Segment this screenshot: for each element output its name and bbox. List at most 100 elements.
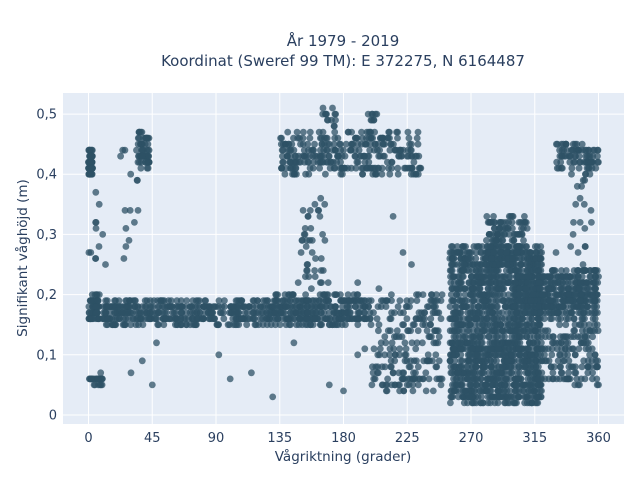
data-point — [580, 339, 588, 347]
data-point — [170, 309, 178, 317]
data-point — [249, 309, 257, 317]
data-point — [513, 249, 521, 256]
data-point — [437, 381, 445, 389]
data-point — [381, 140, 388, 148]
data-point — [285, 315, 293, 323]
data-point — [138, 357, 146, 365]
data-point — [99, 231, 107, 238]
data-point — [564, 351, 571, 359]
data-point — [491, 351, 499, 359]
data-point — [344, 291, 352, 298]
data-point — [584, 357, 592, 365]
data-point — [539, 291, 546, 298]
data-point — [536, 285, 544, 292]
data-point — [394, 170, 402, 178]
data-point — [594, 357, 601, 365]
data-point — [412, 345, 420, 353]
data-point — [554, 140, 561, 148]
data-point — [571, 158, 579, 166]
data-point — [586, 152, 594, 160]
data-point — [590, 309, 598, 317]
data-point — [557, 273, 564, 280]
data-point — [567, 333, 575, 341]
data-point — [546, 297, 554, 304]
data-point — [573, 303, 581, 310]
data-point — [159, 309, 167, 317]
data-point — [295, 297, 302, 304]
data-point — [334, 321, 342, 329]
data-point — [490, 333, 498, 341]
data-point — [304, 303, 312, 310]
data-point — [571, 140, 579, 148]
data-point — [589, 146, 597, 154]
data-point — [332, 110, 339, 118]
data-point — [318, 140, 326, 148]
data-point — [399, 375, 407, 383]
data-point — [479, 369, 487, 377]
data-point — [582, 297, 590, 304]
data-point — [459, 369, 467, 377]
data-point — [94, 375, 102, 383]
data-point — [569, 231, 577, 238]
data-point — [557, 158, 565, 166]
data-point — [519, 273, 526, 280]
data-point — [475, 309, 482, 317]
data-point — [262, 315, 270, 323]
data-point — [495, 387, 502, 395]
data-point — [367, 134, 375, 142]
data-point — [502, 267, 510, 274]
data-point — [375, 327, 382, 335]
data-point — [102, 321, 110, 329]
data-point — [279, 140, 287, 148]
data-point — [454, 327, 462, 335]
data-point — [572, 152, 579, 160]
data-point — [515, 363, 523, 371]
data-point — [472, 363, 479, 371]
data-point — [273, 297, 281, 304]
data-point — [206, 303, 214, 310]
data-point — [527, 309, 534, 317]
data-point — [313, 303, 321, 310]
data-point — [408, 152, 416, 160]
data-point — [290, 170, 298, 178]
data-point — [360, 297, 368, 304]
data-point — [367, 116, 375, 124]
data-point — [322, 170, 329, 178]
data-point — [384, 327, 392, 335]
data-point — [521, 393, 528, 401]
data-point — [347, 146, 355, 154]
data-point — [92, 188, 100, 196]
data-point — [318, 303, 326, 310]
data-point — [528, 399, 535, 407]
data-point — [511, 321, 519, 329]
data-point — [291, 303, 298, 310]
data-point — [533, 249, 541, 256]
data-point — [576, 285, 583, 292]
data-point — [473, 285, 480, 292]
data-point — [295, 152, 302, 160]
data-point — [507, 297, 514, 304]
data-point — [306, 134, 314, 142]
data-point — [381, 363, 389, 371]
data-point — [594, 363, 601, 371]
data-point — [541, 333, 549, 341]
data-point — [449, 273, 456, 280]
data-point — [150, 297, 158, 304]
data-point — [554, 357, 562, 365]
data-point — [449, 249, 457, 256]
data-point — [494, 261, 502, 268]
data-point — [538, 327, 546, 335]
data-point — [588, 164, 596, 172]
data-point — [538, 345, 546, 353]
data-point — [121, 303, 129, 310]
data-point — [412, 369, 419, 377]
data-point — [438, 375, 446, 383]
data-point — [461, 387, 469, 395]
data-point — [496, 225, 503, 232]
data-point — [454, 369, 462, 377]
data-point — [553, 297, 561, 304]
data-point — [588, 327, 596, 335]
data-point — [515, 333, 523, 341]
data-point — [537, 243, 545, 250]
data-point — [489, 393, 496, 401]
